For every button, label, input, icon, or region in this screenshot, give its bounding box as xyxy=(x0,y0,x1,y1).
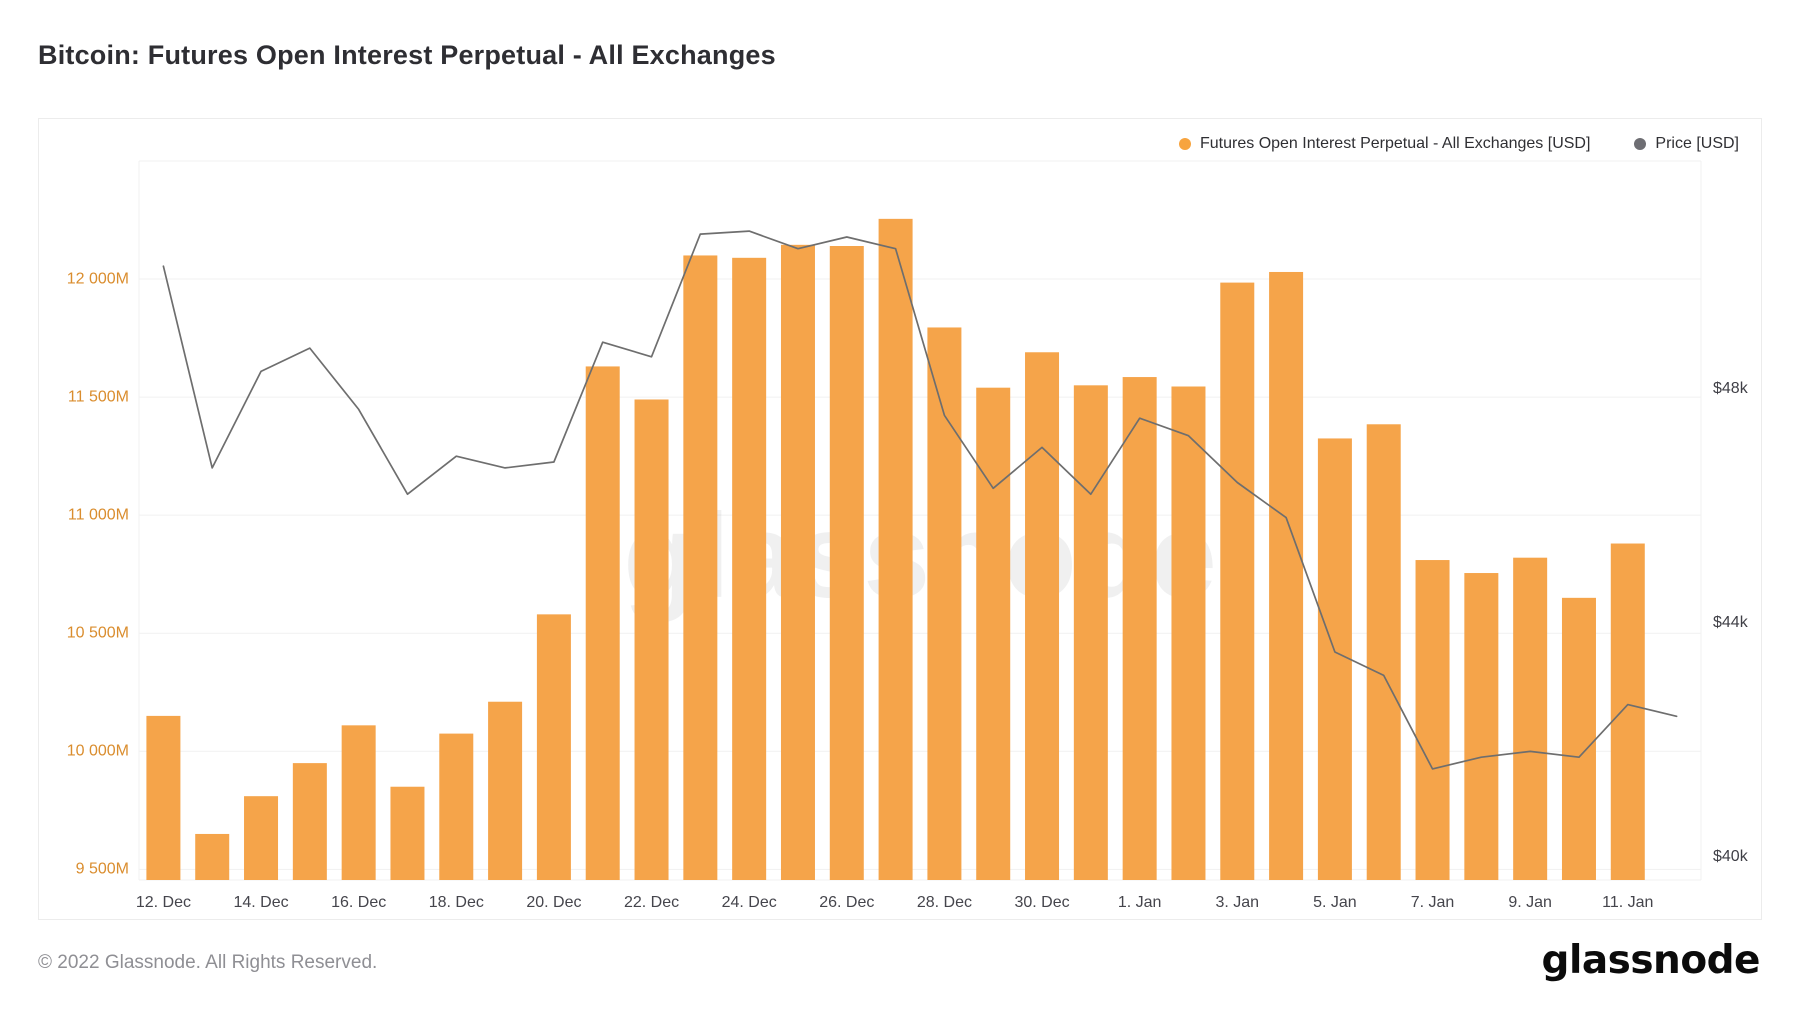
left-axis-tick-label: 9 500M xyxy=(76,861,129,878)
legend-item-price[interactable]: Price [USD] xyxy=(1634,135,1739,153)
watermark-text: glassnode xyxy=(623,489,1217,623)
right-axis-tick-label: $44k xyxy=(1713,614,1749,631)
oi-bar[interactable] xyxy=(1561,597,1596,880)
oi-bar[interactable] xyxy=(732,257,767,880)
glassnode-logo: glassnode xyxy=(1541,938,1761,983)
oi-bar[interactable] xyxy=(536,614,571,880)
oi-bar[interactable] xyxy=(1317,438,1352,880)
x-axis-tick-label: 28. Dec xyxy=(917,894,972,911)
legend-label-price: Price [USD] xyxy=(1655,135,1739,152)
oi-bar[interactable] xyxy=(1513,557,1548,880)
x-axis-tick-label: 12. Dec xyxy=(136,894,191,911)
chart-legend: Futures Open Interest Perpetual - All Ex… xyxy=(1179,135,1739,153)
oi-bar[interactable] xyxy=(439,733,474,880)
x-axis-tick-label: 11. Jan xyxy=(1602,894,1653,911)
oi-bar[interactable] xyxy=(488,701,523,880)
x-axis-tick-label: 3. Jan xyxy=(1215,894,1259,911)
x-axis-tick-label: 24. Dec xyxy=(722,894,777,911)
oi-bars-series[interactable] xyxy=(146,218,1645,880)
oi-bar[interactable] xyxy=(878,218,913,880)
oi-bar[interactable] xyxy=(634,399,669,880)
oi-bar[interactable] xyxy=(927,327,962,880)
x-axis-tick-label: 14. Dec xyxy=(233,894,288,911)
right-axis-tick-label: $48k xyxy=(1713,380,1749,397)
x-axis-ticks: 12. Dec 14. Dec 16. Dec 18. Dec 20. Dec 22. D… xyxy=(136,894,1654,911)
x-axis-tick-label: 16. Dec xyxy=(331,894,386,911)
oi-bar[interactable] xyxy=(244,796,279,880)
legend-dot-price-icon xyxy=(1634,138,1647,150)
left-axis-tick-label: 12 000M xyxy=(67,270,129,287)
x-axis-tick-label: 7. Jan xyxy=(1411,894,1455,911)
chart-card: glassnode 12 000M 11 500M 11 000M 10 500M 10 … xyxy=(38,118,1762,920)
left-axis-tick-label: 10 500M xyxy=(67,624,129,641)
price-line-series[interactable] xyxy=(162,230,1678,770)
right-axis-ticks: $48k $44k $40k xyxy=(1713,380,1749,865)
oi-bar[interactable] xyxy=(585,366,620,880)
right-axis-tick-label: $40k xyxy=(1713,848,1749,865)
left-axis-tick-label: 11 500M xyxy=(68,388,129,405)
oi-bar[interactable] xyxy=(1220,282,1255,880)
oi-bar[interactable] xyxy=(1610,543,1645,880)
legend-dot-open-interest-icon xyxy=(1179,138,1191,150)
footer-copyright: © 2022 Glassnode. All Rights Reserved. xyxy=(38,952,378,973)
oi-bar[interactable] xyxy=(1415,560,1450,880)
oi-bar[interactable] xyxy=(976,387,1011,880)
oi-bar[interactable] xyxy=(780,244,815,880)
oi-bar[interactable] xyxy=(341,725,376,880)
oi-bar[interactable] xyxy=(146,715,181,880)
left-axis-ticks: 12 000M 11 500M 11 000M 10 500M 10 000M 9 500… xyxy=(67,270,129,877)
x-axis-tick-label: 1. Jan xyxy=(1118,894,1162,911)
left-axis-tick-label: 10 000M xyxy=(67,743,129,760)
oi-bar[interactable] xyxy=(292,763,327,880)
oi-bar[interactable] xyxy=(1366,424,1401,880)
oi-bar[interactable] xyxy=(1464,573,1499,880)
left-axis-tick-label: 11 000M xyxy=(68,506,129,523)
oi-bar[interactable] xyxy=(1269,271,1304,880)
oi-bar[interactable] xyxy=(1122,377,1157,880)
oi-bar[interactable] xyxy=(1171,386,1206,880)
chart-plot-area[interactable]: glassnode 12 000M 11 500M 11 000M 10 500M 10 … xyxy=(39,119,1761,919)
oi-bar[interactable] xyxy=(1073,385,1108,880)
oi-bar[interactable] xyxy=(195,833,230,880)
page-title: Bitcoin: Futures Open Interest Perpetual… xyxy=(38,40,776,70)
legend-label-open-interest: Futures Open Interest Perpetual - All Ex… xyxy=(1200,135,1591,152)
x-axis-tick-label: 22. Dec xyxy=(624,894,679,911)
oi-bar[interactable] xyxy=(829,246,864,880)
x-axis-tick-label: 20. Dec xyxy=(526,894,581,911)
legend-item-open-interest[interactable]: Futures Open Interest Perpetual - All Ex… xyxy=(1179,135,1590,153)
x-axis-tick-label: 5. Jan xyxy=(1313,894,1357,911)
x-axis-tick-label: 18. Dec xyxy=(429,894,484,911)
x-axis-tick-label: 30. Dec xyxy=(1014,894,1069,911)
oi-bar[interactable] xyxy=(1025,352,1060,880)
oi-bar[interactable] xyxy=(683,255,718,880)
oi-bar[interactable] xyxy=(390,786,425,880)
x-axis-tick-label: 9. Jan xyxy=(1508,894,1552,911)
x-axis-tick-label: 26. Dec xyxy=(819,894,874,911)
